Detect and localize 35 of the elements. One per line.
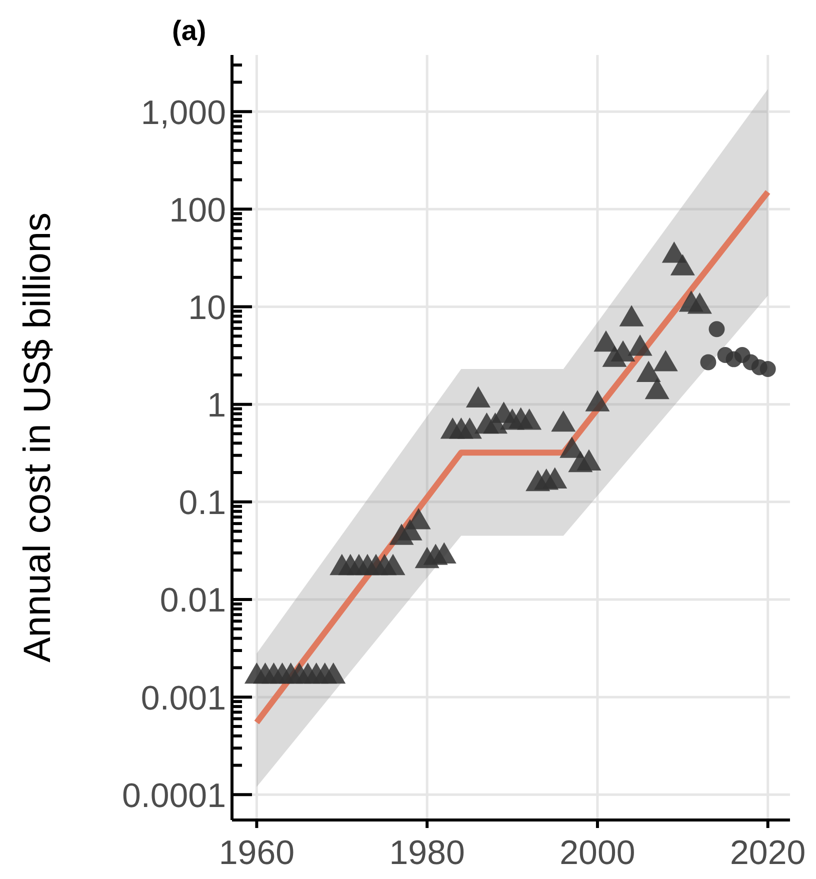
- point: [406, 508, 431, 530]
- x-tick-label: 2020: [730, 834, 806, 872]
- y-axis-title: Annual cost in US$ billions: [17, 212, 59, 662]
- point: [466, 386, 490, 408]
- point: [551, 410, 576, 432]
- y-tick-label: 0.1: [178, 484, 226, 522]
- y-tick-label: 1,000: [140, 94, 226, 132]
- point: [700, 354, 716, 370]
- point: [636, 360, 661, 382]
- point: [517, 408, 542, 430]
- y-tick-label: 10: [188, 288, 226, 327]
- point: [670, 254, 695, 276]
- point: [760, 361, 776, 377]
- point: [610, 340, 636, 362]
- x-tick-label: 1960: [218, 834, 295, 872]
- point: [619, 305, 644, 326]
- point: [594, 330, 618, 352]
- point: [380, 554, 406, 576]
- point: [687, 292, 712, 314]
- y-tick-label: 0.01: [160, 582, 226, 620]
- point: [653, 350, 678, 372]
- point: [708, 321, 725, 338]
- point: [644, 378, 670, 400]
- x-tick-label: 2000: [560, 834, 636, 872]
- point: [628, 334, 652, 356]
- chart-title: (a): [172, 15, 206, 46]
- point: [321, 662, 346, 684]
- y-tick-label: 100: [169, 191, 226, 230]
- y-tick-label: 0.0001: [122, 776, 226, 815]
- y-tick-label: 1: [207, 386, 226, 425]
- point: [576, 449, 602, 470]
- y-tick-label: 0.001: [140, 679, 226, 718]
- point: [585, 390, 610, 412]
- point: [457, 418, 482, 439]
- x-tick-label: 1980: [389, 834, 465, 872]
